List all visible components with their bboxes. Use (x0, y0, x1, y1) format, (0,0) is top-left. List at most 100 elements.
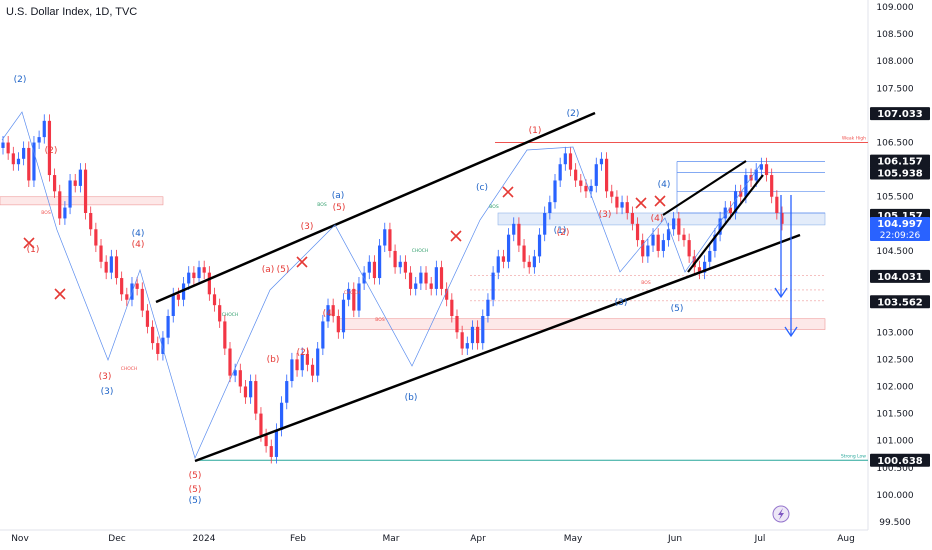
candle-body (568, 153, 573, 170)
wave-label-red: (2) (45, 146, 58, 156)
candle-body (249, 381, 253, 398)
candle-body (775, 196, 779, 213)
candle-body (403, 261, 407, 273)
x-tick-label: Aug (837, 534, 855, 544)
wave-label-red: (5) (189, 485, 202, 495)
candle-body (651, 234, 655, 246)
candle-body (450, 299, 454, 316)
wave-label-red: (3) (301, 222, 314, 232)
candle-body (300, 353, 304, 371)
candle-body (517, 223, 521, 246)
candle-body (352, 288, 356, 311)
x-marker-icon (54, 288, 66, 300)
candle-body (703, 261, 707, 273)
candle-body (290, 359, 294, 382)
candle-body (527, 261, 531, 268)
structure-marker-label: CHOCH (412, 248, 429, 254)
candle-body (378, 245, 382, 279)
candle-body (398, 261, 402, 268)
candle-body (94, 229, 98, 246)
channel-upper-line (155, 111, 596, 304)
wave-label-red: (4) (132, 240, 145, 250)
wave-label-red: (3) (99, 372, 112, 382)
candle-body (52, 175, 57, 192)
candle-body (635, 223, 640, 241)
candle-body (429, 283, 433, 289)
candle-body (476, 326, 480, 344)
candle-body (625, 202, 629, 213)
candle-body (89, 213, 93, 230)
candle-body (558, 164, 562, 181)
y-tick-label: 108.000 (876, 57, 913, 67)
candle-body (424, 272, 428, 284)
wave-label-red: (5) (333, 203, 346, 213)
demand-zone (337, 318, 826, 330)
candle-body (506, 234, 511, 262)
wave-label-red: (1) (529, 126, 542, 136)
candle-body (285, 381, 289, 403)
candle-body (687, 240, 691, 257)
x-marker-icon (635, 197, 647, 209)
candle-body (445, 288, 449, 300)
wave-label-red: (4) (323, 309, 336, 319)
candle-body (770, 175, 774, 197)
y-tick-label: 104.500 (876, 247, 913, 257)
x-marker-icon (502, 186, 514, 198)
candle-body (316, 348, 320, 376)
candle-body (341, 299, 346, 333)
candle-body (408, 272, 413, 289)
y-tick-label: 101.500 (876, 410, 913, 420)
candle-body (254, 381, 258, 414)
candle-body (145, 310, 150, 327)
x-tick-label: Mar (383, 534, 400, 544)
candle-body (151, 326, 155, 344)
candle-body (764, 164, 769, 176)
candle-body (646, 245, 650, 257)
candle-body (331, 305, 335, 316)
price-tag-label: 105.157 (877, 211, 923, 222)
candle-body (120, 278, 124, 295)
structure-marker-label: BOS (317, 202, 327, 208)
price-tag-countdown: 22:09:26 (880, 231, 921, 241)
candle-body (393, 250, 397, 268)
x-tick-label: Apr (470, 534, 486, 544)
candle-body (99, 245, 103, 262)
candle-body (383, 229, 387, 246)
candle-body (372, 261, 377, 279)
candle-body (439, 267, 444, 289)
candle-body (465, 343, 469, 349)
wave-label-red: (1) (27, 245, 40, 255)
price-tag (870, 217, 930, 242)
wave-label-blue: (5) (671, 304, 684, 314)
candle-body (22, 147, 26, 159)
candle-body (548, 202, 552, 213)
y-tick-label: 102.000 (876, 382, 913, 392)
candle-body (754, 169, 758, 181)
structure-marker-label: CHOCH (222, 312, 239, 318)
candle-body (434, 267, 438, 289)
candle-body (367, 261, 371, 273)
candle-body (672, 218, 676, 230)
x-tick-label: Jun (667, 534, 682, 544)
x-marker-icon (654, 195, 666, 207)
level-label: Strong Low (841, 453, 866, 459)
wave-label-blue: (1) (554, 226, 567, 236)
candle-body (197, 267, 201, 279)
candle-body (176, 294, 181, 300)
candle-body (610, 191, 614, 197)
candle-body (574, 169, 578, 181)
price-tag-label: 103.562 (877, 297, 923, 308)
candle-body (599, 158, 604, 165)
candle-body (419, 272, 423, 284)
candle-body (104, 261, 108, 273)
candle-body (553, 180, 557, 203)
wave-label-blue: (4) (658, 180, 671, 190)
wave-label-blue: (c) (476, 183, 488, 193)
candle-body (223, 321, 227, 349)
candle-body (140, 288, 144, 311)
candle-body (455, 316, 459, 333)
price-tag (870, 154, 930, 168)
candle-body (522, 245, 526, 262)
candle-body (532, 256, 536, 268)
